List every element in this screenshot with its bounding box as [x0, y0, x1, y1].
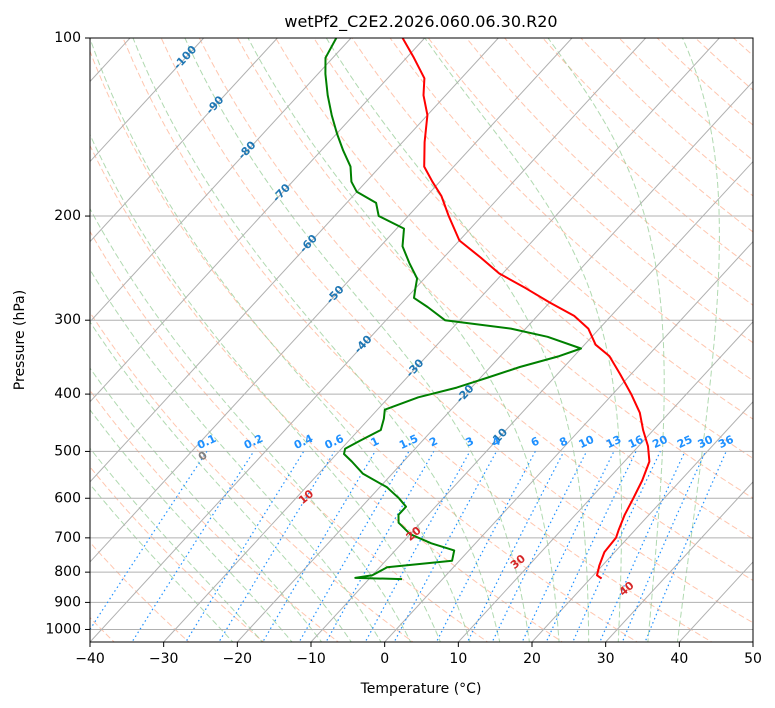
dry-adiabat-line — [237, 38, 753, 540]
isotherm-line — [90, 38, 647, 642]
mixing-ratio-line — [545, 451, 637, 642]
isotherm-line — [384, 240, 753, 642]
isotherm-line — [236, 80, 753, 642]
mixing-ratio-line — [599, 451, 686, 642]
sounding-series — [324, 38, 651, 581]
moist-adiabat-line — [424, 38, 622, 642]
moist-adiabat-line — [676, 38, 720, 642]
mixing-ratio-line — [90, 451, 208, 631]
mixing-ratio-line — [466, 451, 565, 642]
y-tick-label: 700 — [54, 530, 81, 546]
dry-adiabat-line — [466, 38, 753, 306]
isotherms — [90, 38, 753, 642]
x-tick-label: 40 — [670, 651, 688, 667]
x-tick-label: −40 — [75, 651, 105, 667]
isotherm-line — [90, 38, 352, 323]
dewpoint-profile-line — [324, 38, 582, 581]
x-tick-label: −30 — [149, 651, 179, 667]
y-tick-label: 100 — [54, 30, 81, 46]
dry-adiabat-line — [351, 38, 753, 420]
mixing-ratio-line — [131, 451, 255, 642]
dry-adiabat-line — [90, 230, 489, 642]
mixing-ratio-line — [185, 451, 305, 642]
moist-adiabat-line — [132, 38, 501, 642]
y-tick-label: 400 — [54, 386, 81, 402]
mixing-ratio-label: 20 — [650, 433, 670, 451]
isotherm-line — [90, 38, 205, 163]
moist-adiabat-line — [547, 38, 665, 642]
plot-frame — [89, 37, 754, 643]
dry-adiabat-line — [389, 38, 753, 382]
dry-adiabat-line — [427, 38, 753, 344]
moist-adiabat-line — [90, 38, 471, 642]
x-tick-label: 20 — [523, 651, 541, 667]
x-axis-ticks: −40 −30 −20 −10 0 10 20 30 40 50 — [75, 642, 762, 667]
isotherm-line — [605, 481, 753, 642]
isotherm-line — [90, 38, 426, 403]
dry-adiabat-line — [198, 38, 753, 581]
plot-area — [90, 38, 753, 642]
dry-adiabat-line — [275, 38, 753, 499]
temperature-profile-line — [401, 38, 651, 580]
x-axis-label: Temperature (°C) — [360, 681, 482, 697]
x-tick-label: 50 — [744, 651, 762, 667]
y-tick-label: 500 — [54, 443, 81, 459]
mixing-ratio-line — [621, 451, 707, 642]
mixing-ratio-label: 25 — [675, 433, 694, 451]
isotherm-line — [163, 38, 720, 642]
isotherm-line — [90, 38, 278, 243]
isotherm-line — [90, 38, 499, 483]
y-tick-label: 1000 — [45, 621, 81, 637]
pressure-gridlines — [90, 38, 753, 630]
moist-adiabat-line — [325, 38, 590, 642]
x-tick-label: 10 — [449, 651, 467, 667]
mixing-ratio-label: 13 — [604, 433, 623, 451]
mixing-ratio-label: 36 — [716, 433, 736, 451]
mixing-ratio-label: 16 — [626, 433, 646, 451]
y-tick-label: 900 — [54, 594, 81, 610]
isotherm-line — [531, 401, 753, 642]
isotherm-line — [457, 320, 753, 642]
y-tick-label: 200 — [54, 208, 81, 224]
mixing-ratio-label: 30 — [696, 433, 716, 451]
mixing-ratio-line — [435, 451, 536, 642]
x-tick-label: −10 — [296, 651, 326, 667]
x-tick-label: 0 — [380, 651, 389, 667]
y-tick-label: 600 — [54, 490, 81, 506]
y-tick-label: 300 — [54, 312, 81, 328]
mixing-ratio-line — [262, 451, 376, 642]
mixing-ratio-line — [325, 451, 435, 642]
mixing-ratio-line — [298, 451, 410, 642]
mixing-ratio-label: 10 — [577, 433, 597, 451]
dry-adiabat-line — [90, 311, 414, 642]
y-axis-label: Pressure (hPa) — [12, 290, 28, 390]
moist-adiabat-line — [90, 321, 352, 642]
mixing-ratio-lines — [90, 451, 727, 642]
isotherm-line — [310, 160, 753, 642]
mixing-ratio-line — [572, 451, 661, 642]
x-tick-label: −20 — [223, 651, 253, 667]
mixing-ratio-line — [218, 451, 336, 642]
chart-title: wetPf2_C2E2.2026.060.06.30.R20 — [284, 12, 557, 32]
x-tick-label: 30 — [597, 651, 615, 667]
isotherm-line — [90, 38, 573, 563]
y-tick-label: 800 — [54, 564, 81, 580]
moist-adiabat-line — [247, 38, 560, 642]
y-axis-ticks: 100 200 300 400 500 600 700 800 900 1000 — [45, 30, 90, 637]
